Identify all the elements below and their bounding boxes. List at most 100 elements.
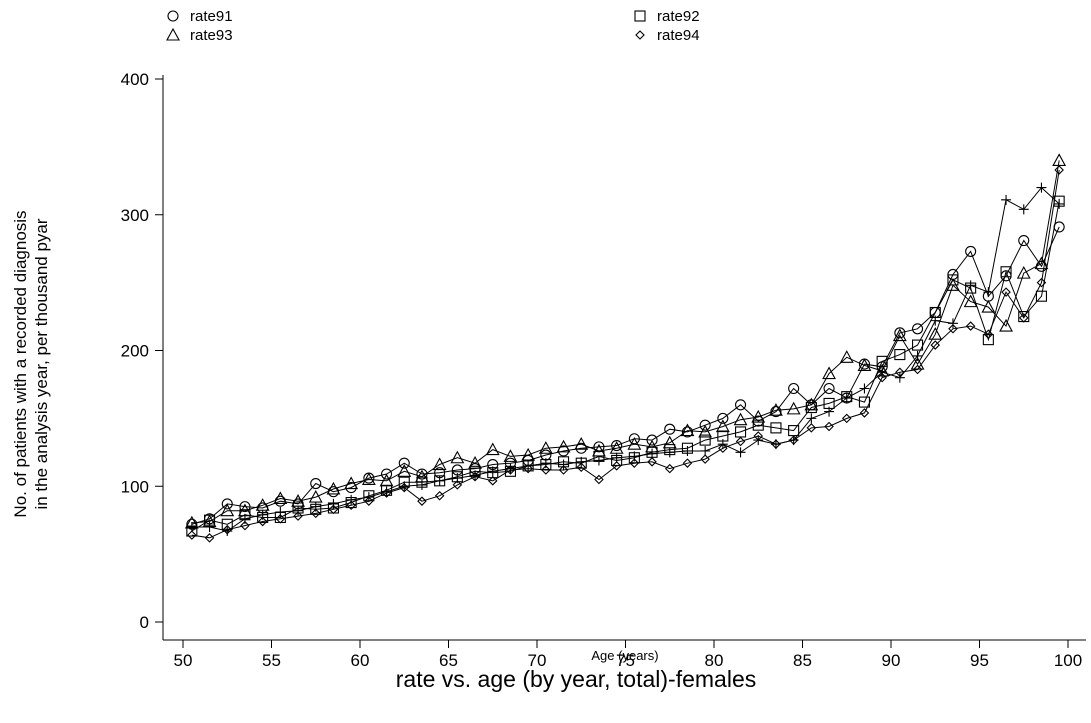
data-point-rate92	[982, 334, 994, 346]
data-point-series-5	[1018, 204, 1029, 215]
data-point-rate91	[699, 419, 711, 431]
data-point-rate93	[521, 447, 536, 461]
data-point-rate94	[841, 413, 852, 424]
data-point-rate93	[786, 401, 801, 415]
data-point-series-5	[1001, 194, 1012, 205]
data-point-rate93	[733, 412, 748, 426]
data-point-rate94	[364, 496, 374, 506]
data-point-series-5	[965, 280, 976, 291]
y-tick-label: 100	[121, 477, 149, 496]
data-point-series-5	[788, 435, 799, 446]
data-point-rate91	[310, 477, 322, 490]
x-tick-label: 50	[174, 651, 193, 670]
y-tick-label: 200	[121, 342, 149, 361]
data-point-rate94	[204, 533, 215, 543]
x-tick-label: 95	[970, 651, 989, 670]
series-line-rate92	[191, 201, 1060, 532]
data-point-series-5	[700, 445, 711, 456]
data-point-series-5	[558, 459, 569, 470]
data-point-rate93	[556, 439, 571, 453]
data-point-rate92	[947, 274, 959, 286]
data-point-rate94	[1001, 287, 1011, 297]
data-point-rate94	[452, 480, 463, 490]
data-point-series-5	[186, 521, 197, 532]
data-point-rate91	[911, 323, 924, 335]
data-point-rate94	[434, 490, 445, 501]
data-point-rate91	[717, 412, 729, 424]
data-point-rate91	[628, 433, 640, 445]
data-point-series-5	[682, 445, 693, 456]
data-point-rate94	[983, 329, 994, 339]
data-point-rate92	[876, 355, 888, 367]
data-point-rate94	[664, 463, 675, 474]
data-point-rate91	[734, 399, 747, 411]
y-tick-label: 0	[140, 613, 149, 632]
data-point-rate93	[503, 449, 518, 462]
data-point-rate94	[718, 443, 728, 454]
data-point-rate93	[450, 450, 465, 464]
data-point-series-5	[328, 498, 339, 509]
data-point-series-5	[930, 315, 941, 326]
data-point-rate93	[715, 419, 730, 433]
data-point-rate94	[700, 454, 710, 464]
data-point-rate93	[946, 278, 960, 291]
data-point-rate94	[948, 324, 958, 334]
data-point-rate94	[240, 520, 250, 531]
data-point-rate91	[221, 498, 233, 510]
data-point-rate93	[928, 327, 943, 340]
data-point-rate94	[1018, 313, 1029, 323]
x-tick-label: 100	[1054, 651, 1082, 670]
data-point-rate91	[664, 423, 676, 435]
data-point-rate93	[963, 294, 978, 308]
data-point-rate93	[769, 403, 783, 416]
data-point-series-5	[912, 350, 923, 361]
data-point-rate94	[824, 421, 834, 432]
data-point-rate94	[293, 511, 303, 521]
series-line-series-5	[191, 186, 1060, 532]
data-point-rate93	[574, 437, 589, 450]
data-point-rate92	[894, 349, 906, 361]
y-axis-label-line-2: in the analysis year, per thousand pyar	[32, 218, 51, 509]
data-point-rate94	[523, 463, 533, 474]
data-point-rate91	[239, 501, 251, 513]
data-point-rate92	[770, 422, 782, 434]
data-point-rate93	[432, 457, 447, 471]
data-point-series-5	[487, 466, 498, 477]
data-point-rate93	[361, 472, 376, 486]
data-point-series-5	[611, 452, 622, 463]
x-tick-label: 65	[439, 651, 458, 670]
data-point-series-5	[1054, 198, 1065, 209]
data-point-rate94	[594, 474, 604, 485]
data-point-series-5	[363, 492, 374, 503]
data-point-series-5	[770, 439, 781, 450]
data-point-rate94	[417, 496, 427, 506]
data-point-rate94	[611, 461, 622, 471]
data-point-series-5	[222, 526, 233, 537]
data-point-series-5	[470, 470, 481, 481]
data-point-series-5	[664, 447, 675, 458]
data-point-rate94	[346, 500, 356, 511]
data-point-rate94	[629, 458, 640, 468]
series-line-rate91	[191, 226, 1060, 525]
data-point-rate91	[1053, 221, 1065, 233]
y-axis-label-line-1: No. of patients with a recorded diagnosi…	[11, 210, 30, 517]
data-point-series-5	[647, 448, 658, 459]
data-point-rate94	[487, 476, 498, 486]
data-point-rate91	[681, 426, 694, 438]
data-point-series-5	[257, 509, 268, 520]
data-point-series-5	[859, 383, 870, 394]
data-point-series-5	[399, 481, 410, 492]
data-point-rate94	[541, 465, 551, 475]
y-tick-label: 300	[121, 206, 149, 225]
data-point-rate94	[1036, 277, 1047, 288]
legend-marker-rate94	[635, 30, 645, 40]
data-point-rate93	[344, 476, 359, 490]
series-lines	[191, 160, 1060, 539]
legend: rate91 rate92 rate93 rate94	[166, 8, 700, 44]
data-point-rate94	[965, 321, 976, 331]
axes: 0 100 200 300 400 50 55 60 65 70 75 80 85 90 95 100	[121, 70, 1086, 670]
data-point-rate93	[981, 299, 996, 313]
data-point-series-5	[381, 486, 392, 497]
data-point-rate93	[273, 491, 288, 505]
data-point-series-5	[735, 447, 746, 458]
